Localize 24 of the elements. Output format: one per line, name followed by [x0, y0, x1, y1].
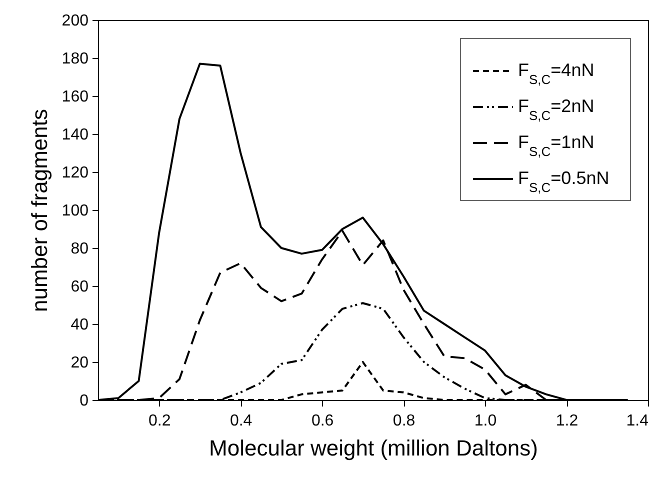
y-tick-label: 40 [70, 316, 89, 334]
y-tick-label: 100 [62, 202, 89, 220]
legend-label: F$_{S,C}$=2nN [518, 96, 594, 122]
y-tick-label: 80 [70, 240, 89, 258]
y-tick-label: 0 [80, 392, 89, 410]
x-tick-label: 0.4 [230, 412, 252, 430]
legend-label: F$_{S,C}$=1nN [518, 132, 594, 158]
y-tick-label: 60 [70, 278, 89, 296]
y-tick-label: 200 [62, 12, 89, 30]
legend-label: F$_{S,C}$=4nN [518, 60, 594, 86]
x-tick-label: 1.4 [626, 412, 649, 430]
y-tick-label: 160 [62, 88, 89, 106]
x-tick-label: 1.2 [556, 412, 578, 430]
x-tick-label: 0.2 [148, 412, 171, 430]
x-tick-label: 0.6 [311, 412, 334, 430]
x-axis-title: Molecular weight (million Daltons) [209, 436, 538, 460]
x-tick-label: 1.0 [474, 412, 497, 430]
legend-label: F$_{S,C}$=0.5nN [518, 168, 610, 194]
y-tick-label: 120 [62, 164, 89, 182]
y-axis-title: number of fragments [26, 109, 52, 312]
y-tick-label: 20 [70, 354, 89, 372]
x-tick-label: 0.8 [392, 412, 416, 430]
y-tick-label: 180 [62, 50, 89, 68]
y-tick-label: 140 [62, 126, 89, 144]
